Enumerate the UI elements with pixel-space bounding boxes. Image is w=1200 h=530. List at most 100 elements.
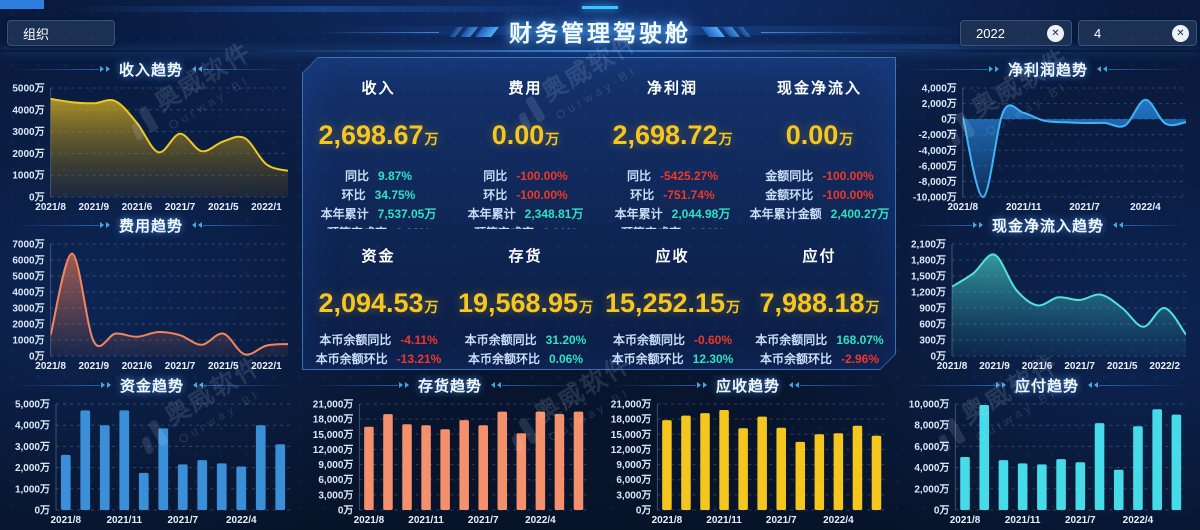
kpi-rows: 本币余额同比 168.07% 本币余额环比 -2.96%	[746, 331, 893, 369]
svg-text:5000万: 5000万	[12, 271, 44, 283]
kpi-card-receivable: 应收 15,252.15万 本币余额同比 -0.60% 本币余额环比 12.30%	[599, 228, 746, 369]
kpi-metric-value: -2.96%	[840, 352, 880, 366]
svg-text:3,000万: 3,000万	[318, 489, 353, 501]
kpi-title: 存货	[508, 248, 543, 265]
corner-accent	[0, 0, 44, 9]
kpi-metric-value: 9.87%	[377, 169, 413, 183]
panel-title: 费用趋势	[119, 217, 184, 235]
svg-text:1,200万: 1,200万	[911, 287, 946, 299]
kpi-metric-label: 环比	[630, 188, 655, 202]
svg-text:2022/4: 2022/4	[226, 515, 257, 526]
panel-head: 资金趋势	[6, 374, 298, 396]
net-profit-trend-chart: -10,000万 -8,000万 -6,000万 -4,000万 -2,000万 0万 2,…	[902, 82, 1194, 213]
kpi-metric-value: 34.75%	[374, 188, 416, 202]
svg-text:2021/11: 2021/11	[1006, 202, 1042, 213]
kpi-rows: 本币余额同比 -4.11% 本币余额环比 -13.21%	[305, 331, 452, 369]
panel-title: 收入趋势	[119, 61, 184, 79]
svg-text:3000万: 3000万	[12, 303, 44, 315]
svg-text:2021/7: 2021/7	[165, 202, 196, 213]
clear-month-icon[interactable]: ✕	[1172, 24, 1189, 42]
header-chevrons-right	[701, 27, 751, 37]
svg-text:0万: 0万	[941, 114, 957, 126]
kpi-value: 0.00万	[785, 120, 854, 150]
kpi-metric-value: -100.00%	[822, 188, 874, 202]
income-trend-chart: 0万 1000万 2000万 3000万 4000万 5000万 2021/8 2021/9 2…	[6, 82, 296, 213]
svg-text:5000万: 5000万	[12, 83, 44, 95]
svg-text:2022/4: 2022/4	[1123, 515, 1154, 526]
month-filter-value: 4	[1094, 25, 1102, 41]
svg-text:9,000万: 9,000万	[318, 459, 353, 471]
svg-text:2021/7: 2021/7	[1069, 202, 1100, 213]
kpi-metric-row: 本币余额环比 0.06%	[452, 350, 599, 369]
kpi-rows: 同比 -5425.27% 环比 -751.74%本年累计 2,044.98万预算完成率 0…	[599, 167, 746, 229]
svg-text:2022/1: 2022/1	[251, 202, 282, 213]
kpi-card-net-profit: 净利润 2,698.72万 同比 -5425.27% 环比 -751.74% 本年累计 2,0…	[599, 60, 746, 228]
kpi-metric-value: 7,537.05万	[377, 207, 437, 221]
kpi-metric-row: 本币余额环比 12.30%	[599, 350, 746, 369]
kpi-metric-row: 本币余额环比 -2.96%	[746, 350, 893, 369]
kpi-metric-row: 本币余额同比 168.07%	[746, 331, 893, 350]
svg-text:6,000万: 6,000万	[616, 474, 651, 486]
svg-text:21,000万: 21,000万	[611, 399, 652, 411]
panel-title: 应收趋势	[716, 377, 781, 395]
svg-text:2021/7: 2021/7	[766, 515, 797, 526]
svg-text:2021/5: 2021/5	[208, 202, 239, 213]
svg-text:2022/2: 2022/2	[1149, 361, 1180, 372]
kpi-metric-label: 本年累计	[467, 207, 516, 221]
svg-text:2022/4: 2022/4	[1130, 202, 1161, 213]
svg-text:9,000万: 9,000万	[616, 459, 651, 471]
panel-head: 收入趋势	[6, 58, 296, 80]
title-ornament	[1124, 224, 1189, 226]
kpi-metric-value: 168.07%	[836, 333, 884, 347]
cash-inflow-trend-chart: 0万 300万 600万 900万 1,200万 1,500万 1,800万 2,100万 20…	[902, 238, 1194, 372]
kpi-metric-label: 本币余额环比	[467, 352, 540, 366]
svg-text:10,000万: 10,000万	[909, 399, 950, 411]
header-line-left	[319, 31, 439, 33]
kpi-metric-value: -0.60%	[693, 333, 733, 347]
kpi-value: 2,698.67万	[318, 120, 439, 150]
svg-text:4,000万: 4,000万	[922, 83, 957, 95]
title-ornament	[608, 384, 696, 386]
svg-text:2021/7: 2021/7	[1065, 515, 1096, 526]
year-filter-value: 2022	[976, 25, 1005, 41]
kpi-metric-value: 0.00%	[690, 224, 724, 229]
svg-text:-2,000万: -2,000万	[918, 129, 956, 141]
kpi-card-funds: 资金 2,094.53万 本币余额同比 -4.11% 本币余额环比 -13.21%	[305, 228, 452, 369]
kpi-value: 7,988.18万	[759, 288, 880, 318]
panel-title: 净利润趋势	[1008, 61, 1089, 79]
expense-trend-panel: 费用趋势 0万 1000万 2000万 3000万 4000万 5000万 6000万 700…	[6, 214, 296, 372]
clear-year-icon[interactable]: ✕	[1047, 24, 1064, 42]
svg-text:6,000万: 6,000万	[914, 441, 949, 453]
svg-text:2021/9: 2021/9	[979, 361, 1010, 372]
org-filter-select[interactable]: 组织	[7, 20, 115, 46]
kpi-card-cash-inflow: 现金净流入 0.00万 金额同比 -100.00% 金额环比 -100.00% 本年累计金额…	[746, 60, 893, 228]
receivable-trend-chart: 0万 3,000万 6,000万 9,000万 12,000万 15,000万 18,000…	[602, 398, 894, 526]
title-ornament	[310, 384, 398, 386]
month-filter-select[interactable]: 4 ✕	[1078, 20, 1197, 46]
panel-head: 应付趋势	[900, 374, 1194, 396]
svg-text:2021/11: 2021/11	[706, 515, 742, 526]
year-filter-select[interactable]: 2022 ✕	[960, 20, 1072, 46]
svg-text:4,000万: 4,000万	[15, 420, 50, 432]
kpi-title: 应收	[655, 248, 690, 265]
inventory-trend-panel: 存货趋势 0万 3,000万 6,000万 9,000万 12,000万 15,000万 1…	[304, 374, 596, 526]
svg-text:0万: 0万	[934, 505, 950, 517]
svg-text:1,500万: 1,500万	[911, 271, 946, 283]
kpi-rows: 本币余额同比 31.20% 本币余额环比 0.06%	[452, 331, 599, 369]
kpi-value: 2,698.72万	[612, 120, 733, 150]
kpi-card-expense: 费用 0.00万 同比 -100.00% 环比 -100.00% 本年累计 2,348.81万…	[452, 60, 599, 228]
kpi-metric-row: 本年累计 7,537.05万	[305, 205, 452, 224]
svg-text:2021/7: 2021/7	[468, 515, 499, 526]
panel-title: 应付趋势	[1015, 377, 1080, 395]
svg-text:2000万: 2000万	[12, 319, 44, 331]
svg-text:15,000万: 15,000万	[313, 429, 354, 441]
kpi-metric-label: 环比	[483, 188, 508, 202]
kpi-metric-label: 本币余额同比	[755, 333, 828, 347]
title-wrap: 财务管理驾驶舱	[0, 6, 1200, 48]
kpi-metric-value: 0.06%	[548, 352, 584, 366]
svg-text:2021/11: 2021/11	[408, 515, 444, 526]
kpi-metric-label: 本币余额环比	[315, 352, 388, 366]
svg-text:2021/8: 2021/8	[652, 515, 683, 526]
svg-text:5,000万: 5,000万	[15, 399, 50, 411]
svg-text:2021/9: 2021/9	[78, 361, 109, 372]
